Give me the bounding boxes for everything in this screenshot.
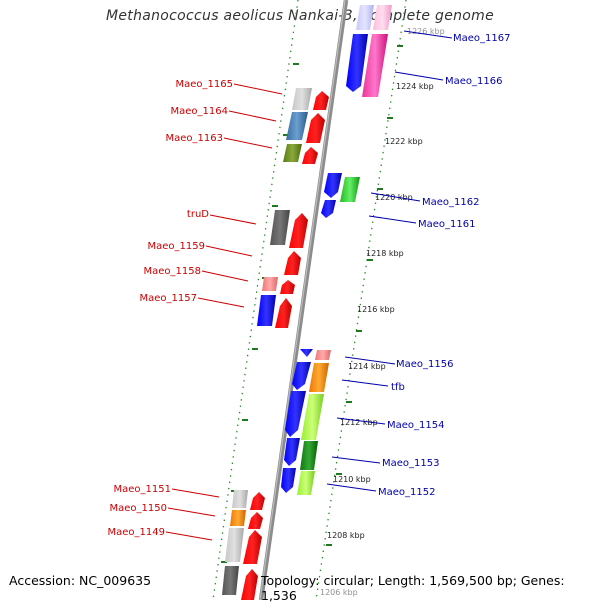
right-callout-lines [326, 30, 453, 492]
gene-label[interactable]: Maeo_1164 [171, 106, 228, 117]
gene-label[interactable]: Maeo_1163 [166, 133, 223, 144]
gene-maeo-1163-block[interactable] [283, 144, 302, 162]
backbone-highlight [259, 0, 346, 600]
kbp-label: 1208 kbp [327, 531, 365, 540]
left-gene-labels: Maeo_1165 Maeo_1164 Maeo_1163 truD Maeo_… [108, 79, 233, 538]
gene-maeo-1165-block[interactable] [292, 88, 312, 110]
left-callout-lines [165, 83, 283, 541]
gene-label[interactable]: Maeo_1158 [144, 266, 201, 277]
gene-maeo-1157-arrow[interactable] [275, 298, 292, 328]
kbp-label: 1210 kbp [333, 475, 371, 484]
gene-label[interactable]: Maeo_1156 [396, 359, 453, 370]
gene-tfb-left[interactable] [292, 362, 311, 390]
gene-track [222, 5, 392, 600]
kbp-label: 1206 kbp [320, 588, 358, 597]
gene-label[interactable]: Maeo_1152 [378, 487, 435, 498]
gene-maeo-1153[interactable] [300, 441, 318, 470]
gene-tfb[interactable] [309, 363, 329, 392]
kbp-label: 1218 kbp [366, 249, 404, 258]
gene-label[interactable]: Maeo_1153 [382, 458, 439, 469]
gene-maeo-1149-arrow[interactable] [243, 530, 262, 564]
gene-maeo-1152[interactable] [297, 471, 315, 495]
gene-label[interactable]: Maeo_1162 [422, 197, 479, 208]
topology-text: Topology: circular; Length: 1,569,500 bp… [261, 573, 565, 603]
gene-label[interactable]: Maeo_1154 [387, 420, 444, 431]
gene-maeo-1158-block[interactable] [262, 277, 278, 291]
gene-maeo-1158-arrow[interactable] [280, 280, 295, 294]
gene-label[interactable]: Maeo_1151 [114, 484, 171, 495]
gene-maeo-1162[interactable] [340, 177, 360, 202]
gene-trud-block[interactable] [270, 210, 290, 245]
gene-bottom-block[interactable] [222, 566, 239, 595]
gene-maeo-1152-left[interactable] [281, 468, 296, 493]
gene-maeo-1151-arrow[interactable] [250, 492, 265, 510]
gene-maeo-1157-block[interactable] [257, 295, 276, 326]
gene-label[interactable]: truD [187, 209, 209, 220]
gene-maeo-1150-block[interactable] [230, 510, 246, 526]
right-gene-labels: Maeo_1167 Maeo_1166 Maeo_1162 Maeo_1161 … [378, 33, 510, 498]
gene-maeo-1166-left[interactable] [346, 34, 368, 92]
major-ticks-right [326, 45, 403, 546]
gene-label[interactable]: Maeo_1165 [176, 79, 233, 90]
gene-bottom-arrow[interactable] [241, 569, 258, 600]
gene-maeo-1149-block[interactable] [225, 528, 244, 562]
gene-maeo-1166[interactable] [362, 34, 388, 97]
kbp-labels: 1226 kbp 1224 kbp 1222 kbp 1220 kbp 1218… [320, 27, 445, 597]
gene-maeo-1156[interactable] [315, 350, 331, 360]
kbp-label: 1212 kbp [340, 418, 378, 427]
gene-maeo-1150-arrow[interactable] [248, 512, 263, 529]
gene-label[interactable]: Maeo_1157 [140, 293, 197, 304]
gene-maeo-1164-arrow[interactable] [306, 113, 325, 143]
kbp-label: 1216 kbp [357, 305, 395, 314]
kbp-label: 1226 kbp [407, 27, 445, 36]
gene-label[interactable]: Maeo_1149 [108, 527, 165, 538]
gene-maeo-1164-block[interactable] [286, 112, 308, 140]
gene-label[interactable]: Maeo_1150 [110, 503, 167, 514]
kbp-label: 1224 kbp [396, 82, 434, 91]
guide-line-right [315, 0, 407, 600]
gene-maeo-1151-block[interactable] [232, 490, 248, 508]
gene-maeo-1165-arrow[interactable] [313, 91, 329, 110]
map-title: Methanococcus aeolicus Nankai-3, complet… [106, 8, 494, 24]
gene-maeo-1167-arrow[interactable] [373, 5, 392, 30]
gene-label[interactable]: Maeo_1161 [418, 219, 475, 230]
accession-text: Accession: NC_009635 [9, 573, 152, 588]
gene-trud-arrow[interactable] [289, 213, 308, 248]
gene-maeo-1153-left[interactable] [284, 438, 300, 466]
gene-label[interactable]: Maeo_1167 [453, 33, 510, 44]
kbp-label: 1222 kbp [385, 137, 423, 146]
gene-maeo-1163-arrow[interactable] [302, 147, 318, 164]
gene-maeo-1161[interactable] [321, 200, 336, 218]
gene-maeo-1154[interactable] [301, 394, 324, 440]
gene-label[interactable]: Maeo_1159 [148, 241, 205, 252]
gene-label[interactable]: Maeo_1166 [445, 76, 502, 87]
kbp-label: 1214 kbp [348, 362, 386, 371]
gene-maeo-1156-left[interactable] [300, 349, 313, 357]
kbp-label: 1220 kbp [375, 193, 413, 202]
gene-maeo-1162-left[interactable] [324, 173, 342, 198]
genome-backbone [258, 0, 349, 600]
gene-maeo-1154-left[interactable] [285, 391, 306, 437]
gene-maeo-1167-block[interactable] [356, 5, 374, 30]
gene-maeo-1159[interactable] [284, 251, 301, 275]
gene-label[interactable]: tfb [391, 382, 405, 393]
